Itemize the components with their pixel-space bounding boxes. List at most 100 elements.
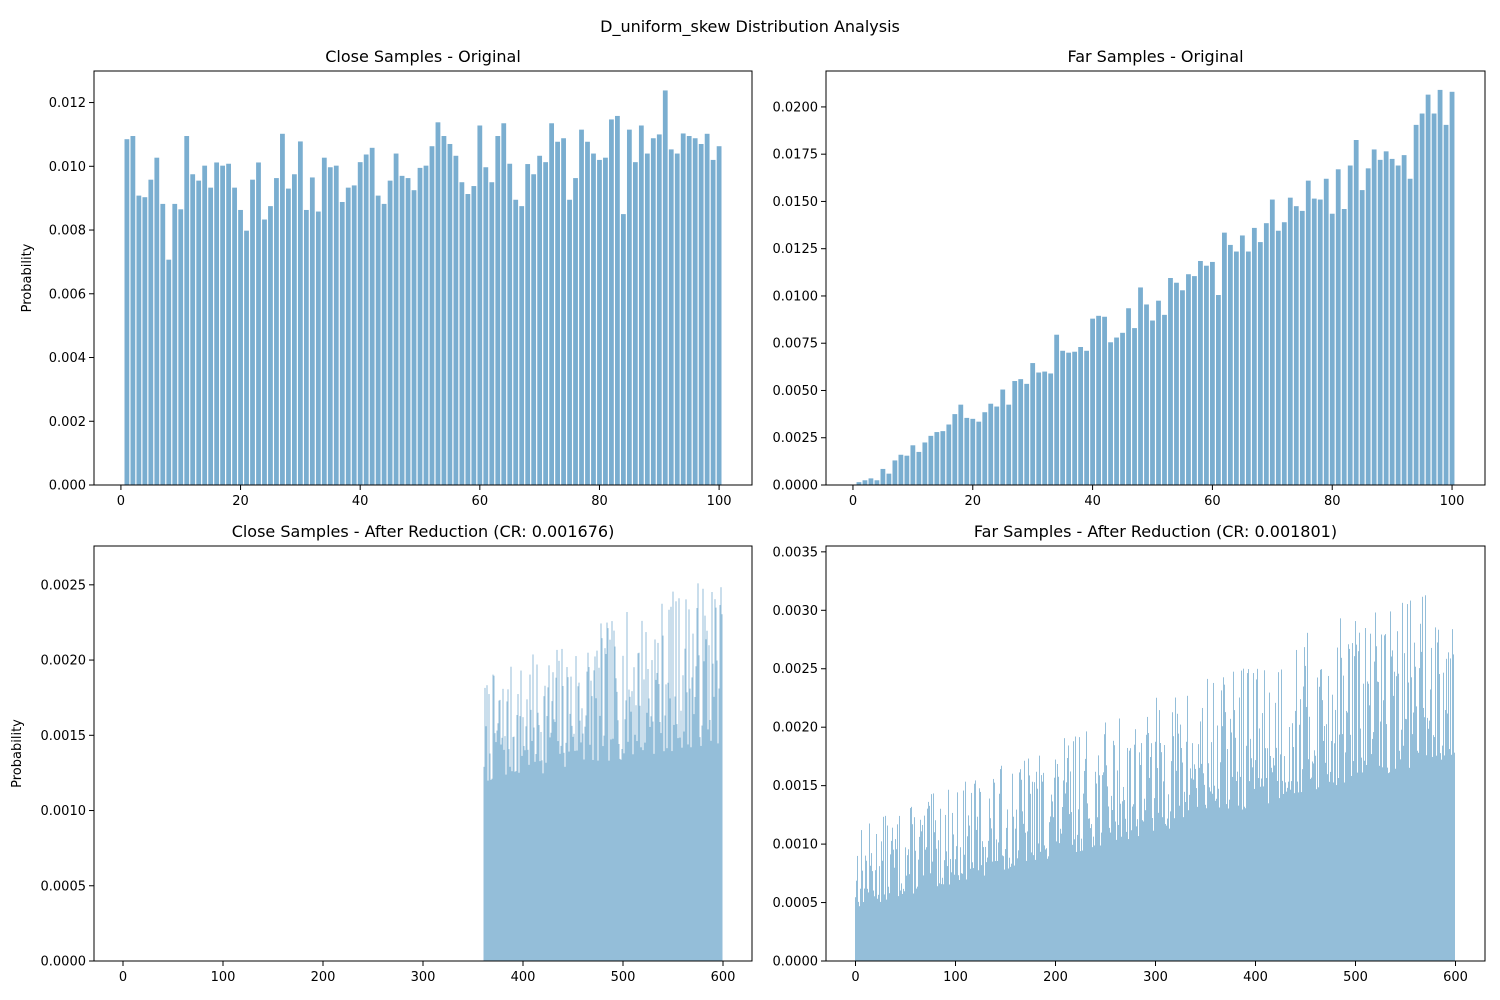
bar [868, 478, 874, 485]
bar [628, 689, 630, 961]
bar [988, 403, 994, 485]
bar [513, 736, 515, 961]
bar [711, 592, 713, 961]
bar [1033, 855, 1034, 961]
bar [564, 766, 566, 961]
bar [148, 179, 154, 485]
bar [715, 607, 717, 961]
bar [1220, 762, 1221, 961]
bar [1178, 733, 1179, 961]
bar [855, 897, 856, 961]
bar [1129, 750, 1130, 961]
bar [1098, 755, 1099, 961]
y-tick-label: 0.0150 [773, 195, 819, 210]
bar [1263, 786, 1264, 961]
bar [642, 750, 644, 961]
bar [1020, 769, 1021, 961]
bar [1335, 169, 1341, 485]
bar [915, 850, 916, 961]
y-tick-label: 0.0100 [773, 289, 819, 304]
bar [638, 652, 640, 961]
bar [594, 656, 596, 961]
bar [519, 206, 525, 485]
bar [1411, 677, 1412, 961]
bar [1451, 754, 1452, 961]
bar [1048, 373, 1054, 485]
bar [577, 686, 579, 961]
bar [1290, 789, 1291, 961]
bar [507, 163, 513, 485]
bar [971, 792, 972, 961]
bar [578, 682, 580, 961]
bar [883, 816, 884, 961]
bar [1353, 761, 1354, 961]
bar [496, 730, 498, 961]
bar [1018, 850, 1019, 961]
subplot-title: Far Samples - Original [1067, 47, 1243, 66]
y-tick-label: 0.0000 [41, 955, 87, 970]
bar [861, 830, 862, 961]
bar [949, 884, 950, 961]
bar [1218, 788, 1219, 961]
bar [930, 873, 931, 961]
bar [626, 612, 628, 961]
bar [858, 901, 859, 961]
bar [681, 747, 683, 961]
bar [958, 404, 964, 485]
bar [1126, 831, 1127, 961]
bar [591, 696, 593, 961]
bar [1214, 785, 1215, 961]
bar [610, 739, 612, 961]
bar [506, 701, 508, 961]
bar [1252, 767, 1253, 961]
bar [664, 715, 666, 961]
bar [1360, 728, 1361, 961]
bar [1368, 683, 1369, 961]
bar [998, 842, 999, 961]
bar [1116, 839, 1117, 961]
bar [393, 153, 399, 485]
bar [698, 143, 704, 486]
bar [297, 141, 303, 485]
bar [981, 865, 982, 961]
bar [1209, 787, 1210, 961]
axes-frame [825, 70, 1486, 486]
bar [1336, 785, 1337, 961]
y-tick-label: 0.0025 [773, 431, 819, 446]
bar [534, 761, 536, 961]
bar [680, 133, 686, 486]
bar [892, 827, 893, 961]
bar [490, 779, 492, 961]
bar [1084, 770, 1085, 961]
bar [941, 884, 942, 961]
bar [515, 771, 517, 961]
bar [531, 174, 537, 485]
bar [1380, 721, 1381, 961]
bar [1333, 782, 1334, 961]
bar [970, 418, 976, 485]
bar [985, 846, 986, 961]
bar [1124, 800, 1125, 961]
bar [1161, 752, 1162, 961]
bar [951, 872, 952, 961]
bar [1395, 165, 1401, 485]
bar [1052, 801, 1053, 961]
bar [528, 764, 530, 961]
bar [492, 674, 494, 961]
bar [656, 672, 658, 961]
bar [1377, 159, 1383, 486]
bar [166, 259, 172, 485]
bar [1074, 839, 1075, 961]
bar [1083, 793, 1084, 961]
bar [1275, 702, 1276, 961]
bar [718, 688, 720, 961]
bar [405, 178, 411, 485]
bar [716, 146, 722, 485]
bar [908, 849, 909, 961]
bar [1270, 755, 1271, 961]
bar [677, 738, 679, 961]
bar [595, 698, 597, 961]
bar [877, 898, 878, 961]
bar [485, 726, 487, 961]
bar [995, 861, 996, 961]
